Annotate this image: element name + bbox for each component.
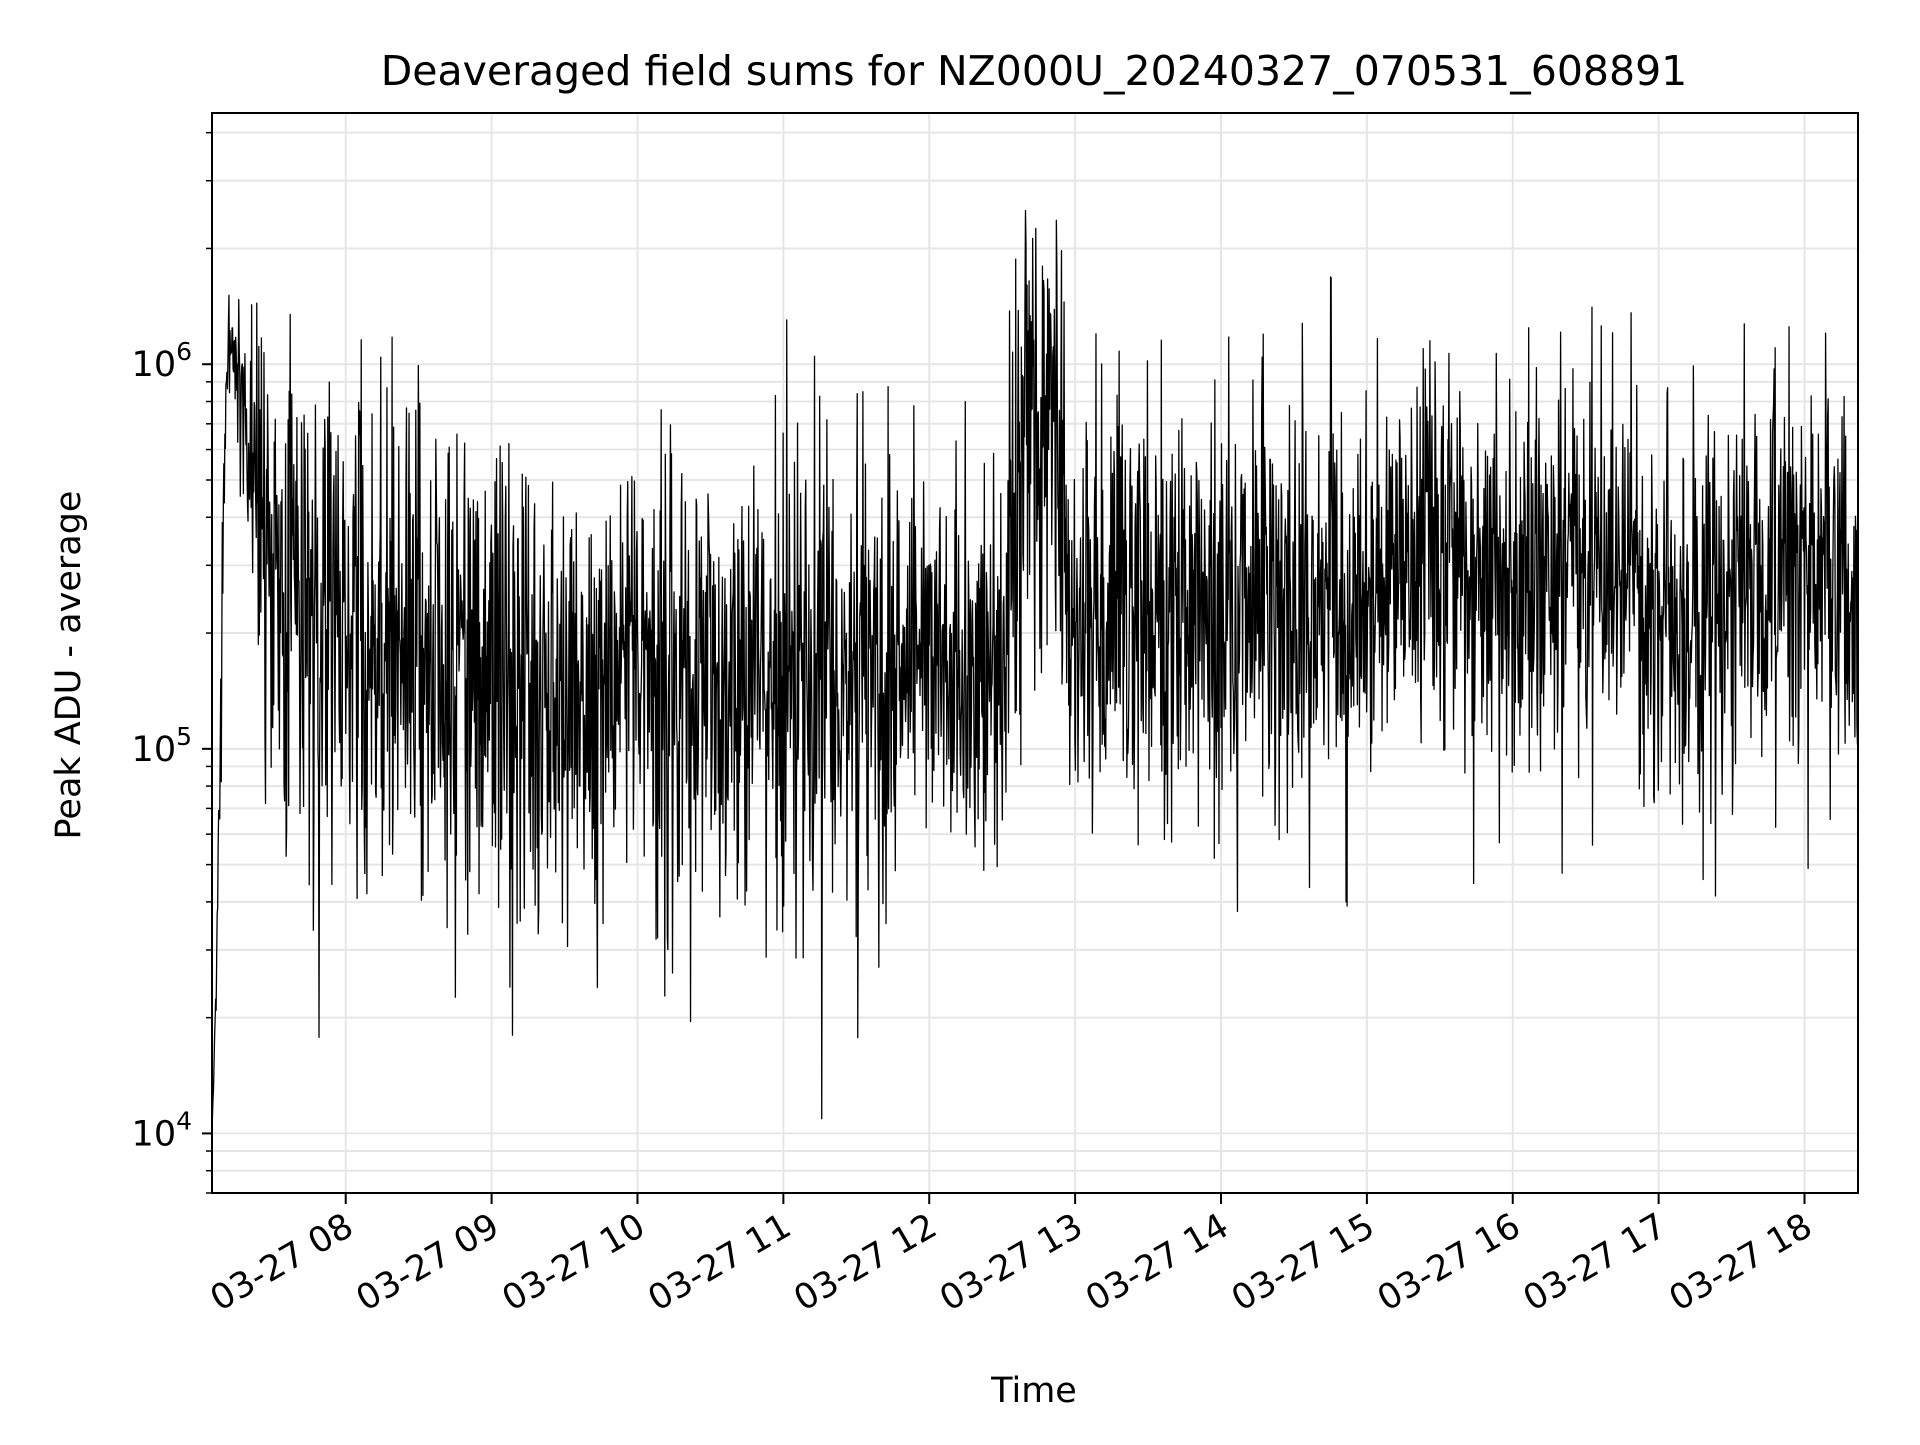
data-series bbox=[211, 209, 1859, 1134]
x-axis-label: Time bbox=[990, 1371, 1077, 1411]
y-tick-base: 10 bbox=[132, 345, 177, 385]
y-axis-label: Peak ADU - average bbox=[49, 491, 89, 840]
y-tick-label: 105 bbox=[132, 722, 192, 770]
y-tick-exponent: 6 bbox=[176, 337, 192, 366]
y-tick-exponent: 5 bbox=[176, 722, 192, 751]
y-tick-exponent: 4 bbox=[176, 1106, 192, 1135]
chart-title: Deaveraged field sums for NZ000U_2024032… bbox=[381, 47, 1688, 95]
series-line-0 bbox=[211, 209, 1859, 1134]
y-tick-label: 106 bbox=[132, 337, 192, 385]
y-tick-base: 10 bbox=[132, 730, 177, 770]
plot-frame bbox=[211, 112, 1859, 1194]
y-tick-base: 10 bbox=[132, 1114, 177, 1154]
y-tick-label: 104 bbox=[132, 1106, 192, 1154]
